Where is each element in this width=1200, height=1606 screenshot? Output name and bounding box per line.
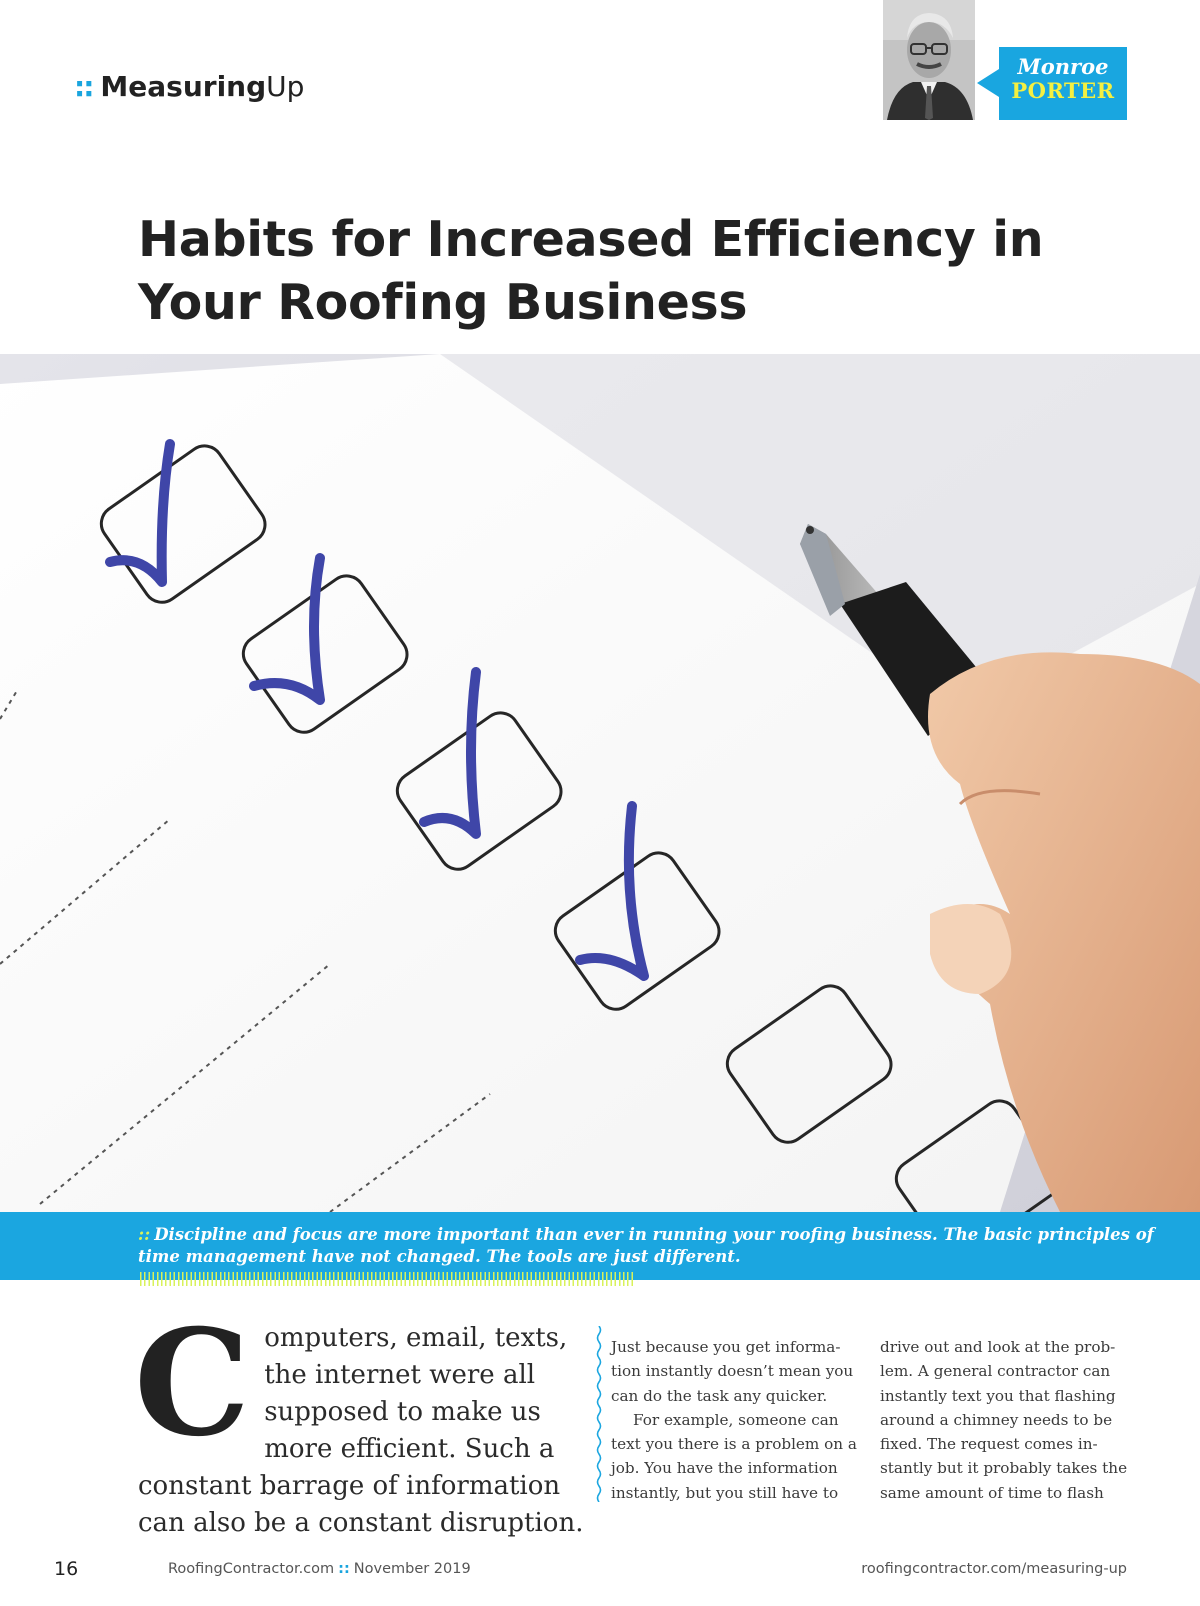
author-name-badge: Monroe PORTER xyxy=(977,47,1127,120)
caption-dots-icon: :: xyxy=(138,1225,151,1244)
caption-tick-decoration xyxy=(140,1272,635,1286)
body-column-2: Just because you get informa-tion instan… xyxy=(611,1335,859,1505)
footer-url: roofingcontractor.com/measuring-up xyxy=(861,1561,1127,1577)
section-label-bold: Measuring xyxy=(100,70,267,103)
author-last-name: PORTER xyxy=(1011,78,1115,103)
drop-cap: C xyxy=(134,1298,251,1469)
footer-site: RoofingContractor.com xyxy=(168,1561,335,1577)
caption-text: Discipline and focus are more important … xyxy=(138,1225,1154,1266)
body-column-3: drive out and look at the prob-lem. A ge… xyxy=(880,1335,1130,1505)
author-first-name: Monroe xyxy=(1017,54,1109,79)
author-photo xyxy=(883,0,975,120)
footer-publication: RoofingContractor.com:: November 2019 xyxy=(168,1561,471,1577)
body-lead-column: C omputers, email, texts, the internet w… xyxy=(134,1311,590,1542)
column-divider xyxy=(596,1325,602,1503)
image-caption: :: Discipline and focus are more importan… xyxy=(138,1224,1188,1290)
footer-separator: :: xyxy=(338,1561,350,1577)
section-label: :: MeasuringUp xyxy=(74,70,304,103)
page-number: 16 xyxy=(54,1558,79,1580)
hero-image-checklist xyxy=(0,354,1200,1212)
article-title: Habits for Increased Efficiency in Your … xyxy=(138,211,1044,331)
section-dots-icon: :: xyxy=(74,70,94,103)
section-label-light: Up xyxy=(266,70,305,103)
col3-paragraph-1: drive out and look at the prob-lem. A ge… xyxy=(880,1338,1128,1502)
footer-date: November 2019 xyxy=(353,1561,471,1577)
col2-paragraph-2: For example, someone can text you there … xyxy=(611,1410,857,1502)
caption-band xyxy=(0,1212,1200,1280)
col2-paragraph-1: Just because you get informa-tion instan… xyxy=(611,1338,854,1405)
lead-paragraph: omputers, email, texts, the internet wer… xyxy=(138,1323,584,1538)
